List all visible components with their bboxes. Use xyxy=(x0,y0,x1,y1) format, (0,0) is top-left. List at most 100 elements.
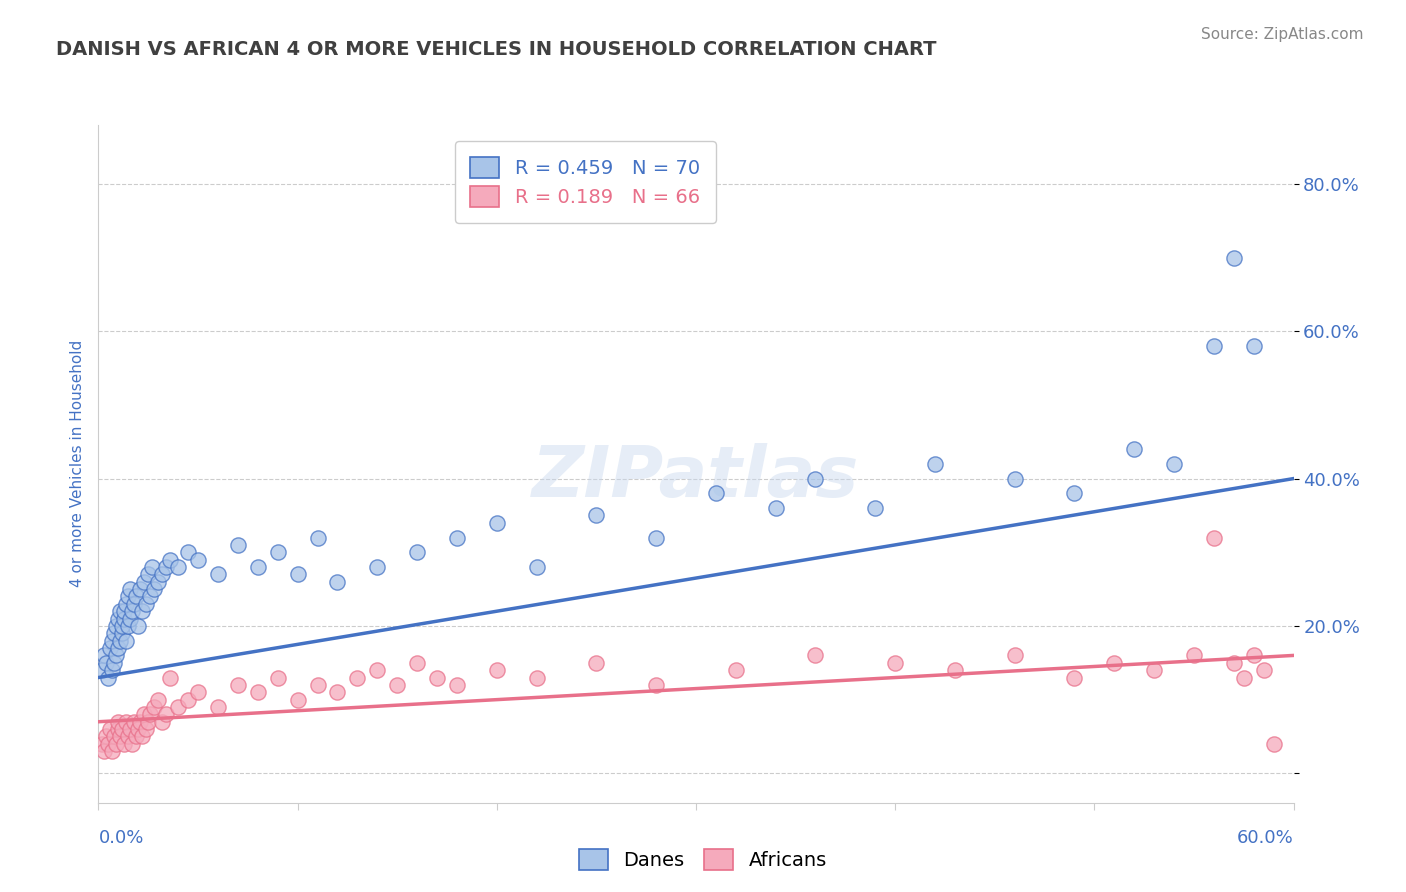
Point xyxy=(1243,648,1265,663)
Point xyxy=(1182,648,1205,663)
Point xyxy=(804,472,827,486)
Point xyxy=(287,567,309,582)
Point xyxy=(226,678,249,692)
Point xyxy=(924,457,946,471)
Point xyxy=(943,663,966,677)
Point xyxy=(804,648,827,663)
Point xyxy=(155,560,177,574)
Point xyxy=(96,656,118,670)
Point xyxy=(159,671,181,685)
Point xyxy=(267,545,290,559)
Point xyxy=(97,737,120,751)
Point xyxy=(446,678,468,692)
Legend: R = 0.459   N = 70, R = 0.189   N = 66: R = 0.459 N = 70, R = 0.189 N = 66 xyxy=(454,141,716,223)
Point xyxy=(1123,442,1146,456)
Point xyxy=(406,545,429,559)
Point xyxy=(1063,486,1085,500)
Point xyxy=(135,722,157,736)
Text: 0.0%: 0.0% xyxy=(98,829,143,847)
Point xyxy=(136,714,159,729)
Point xyxy=(103,730,125,744)
Point xyxy=(111,626,134,640)
Point xyxy=(110,633,132,648)
Point xyxy=(148,692,170,706)
Point xyxy=(124,714,146,729)
Point xyxy=(111,619,134,633)
Point xyxy=(704,486,727,500)
Point xyxy=(139,590,162,604)
Point xyxy=(366,663,388,677)
Point xyxy=(155,707,177,722)
Point xyxy=(150,567,173,582)
Point xyxy=(112,611,135,625)
Point xyxy=(129,582,152,596)
Point xyxy=(148,574,170,589)
Point xyxy=(101,744,124,758)
Point xyxy=(226,538,249,552)
Point xyxy=(1233,671,1256,685)
Point xyxy=(107,641,129,656)
Point xyxy=(127,722,149,736)
Text: ZIPatlas: ZIPatlas xyxy=(533,443,859,512)
Point xyxy=(91,737,114,751)
Text: Source: ZipAtlas.com: Source: ZipAtlas.com xyxy=(1201,27,1364,42)
Point xyxy=(134,707,156,722)
Point xyxy=(93,744,115,758)
Point xyxy=(1004,648,1026,663)
Point xyxy=(141,560,163,574)
Point xyxy=(406,656,429,670)
Point xyxy=(107,611,129,625)
Point xyxy=(645,678,668,692)
Point xyxy=(120,582,142,596)
Point xyxy=(1143,663,1166,677)
Point xyxy=(863,501,886,516)
Point xyxy=(1163,457,1185,471)
Point xyxy=(526,560,548,574)
Point xyxy=(125,730,148,744)
Point xyxy=(121,604,143,618)
Point xyxy=(1263,737,1285,751)
Point xyxy=(117,619,139,633)
Point xyxy=(110,604,132,618)
Point xyxy=(385,678,409,692)
Point xyxy=(93,648,115,663)
Point xyxy=(765,501,787,516)
Point xyxy=(287,692,309,706)
Point xyxy=(159,552,181,566)
Point xyxy=(645,531,668,545)
Point xyxy=(110,730,132,744)
Point xyxy=(246,560,269,574)
Point xyxy=(1222,251,1246,265)
Point xyxy=(1202,531,1225,545)
Point xyxy=(485,516,508,530)
Text: DANISH VS AFRICAN 4 OR MORE VEHICLES IN HOUSEHOLD CORRELATION CHART: DANISH VS AFRICAN 4 OR MORE VEHICLES IN … xyxy=(56,40,936,59)
Point xyxy=(177,545,200,559)
Point xyxy=(96,730,118,744)
Point xyxy=(1253,663,1275,677)
Point xyxy=(98,641,122,656)
Point xyxy=(115,597,138,611)
Point xyxy=(107,714,129,729)
Point xyxy=(307,678,329,692)
Point xyxy=(139,707,162,722)
Point xyxy=(121,737,143,751)
Point xyxy=(112,604,135,618)
Point xyxy=(207,567,229,582)
Point xyxy=(103,656,125,670)
Point xyxy=(426,671,449,685)
Point xyxy=(177,692,200,706)
Point xyxy=(346,671,368,685)
Point xyxy=(366,560,388,574)
Point xyxy=(143,700,166,714)
Point xyxy=(1222,656,1246,670)
Point xyxy=(136,567,159,582)
Point xyxy=(167,700,190,714)
Point xyxy=(131,604,153,618)
Point xyxy=(105,619,128,633)
Point xyxy=(117,730,139,744)
Point xyxy=(585,656,607,670)
Point xyxy=(485,663,508,677)
Point xyxy=(115,714,138,729)
Legend: Danes, Africans: Danes, Africans xyxy=(571,841,835,878)
Point xyxy=(585,508,607,523)
